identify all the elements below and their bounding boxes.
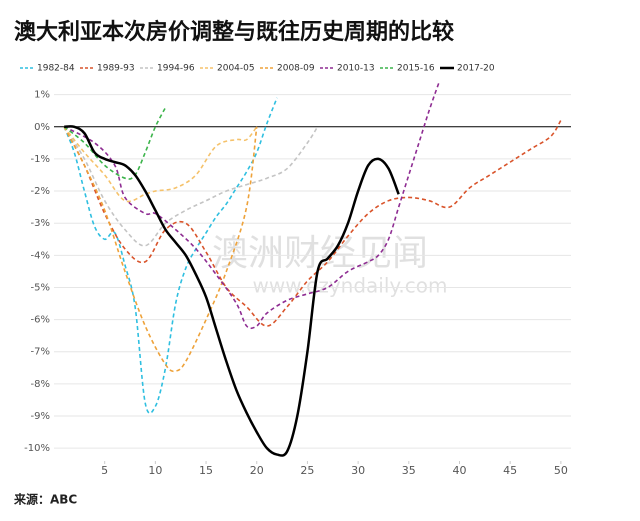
series-line: [63, 119, 562, 327]
legend-label: 2004-05: [217, 64, 255, 74]
watermark: 澳洲财经见闻: [212, 233, 428, 274]
y-tick-label: -4%: [31, 250, 50, 261]
series-line: [63, 107, 167, 180]
x-tick-label: 30: [351, 464, 365, 477]
source: 来源：ABC: [13, 492, 77, 507]
legend-label: 2015-16: [397, 64, 435, 74]
y-tick-label: -3%: [31, 218, 50, 229]
series-line: [63, 126, 319, 247]
x-tick-label: 35: [402, 464, 416, 477]
series-line: [63, 81, 440, 330]
watermark-url: www.ozyndaily.com: [253, 274, 448, 298]
x-tick-label: 40: [452, 464, 466, 477]
legend-label: 1989-93: [97, 64, 135, 74]
y-tick-label: -2%: [31, 186, 50, 197]
legend-label: 2017-20: [457, 64, 495, 74]
legend-label: 1994-96: [157, 64, 195, 74]
y-tick-label: -5%: [31, 282, 50, 293]
x-tick-label: 20: [250, 464, 264, 477]
y-tick-label: -7%: [31, 347, 50, 358]
series-line: [63, 126, 258, 203]
x-tick-label: 5: [101, 464, 108, 477]
x-tick-label: 50: [554, 464, 568, 477]
y-tick-label: -1%: [31, 154, 50, 165]
y-tick-label: -10%: [24, 443, 50, 454]
series-line: [64, 125, 400, 457]
series-line: [63, 126, 258, 373]
x-tick-label: 10: [148, 464, 162, 477]
y-tick-label: -8%: [31, 379, 50, 390]
y-tick-label: -6%: [31, 315, 50, 326]
x-tick-label: 25: [300, 464, 314, 477]
y-tick-label: 1%: [34, 90, 50, 101]
legend-label: 2008-09: [277, 64, 315, 74]
x-tick-label: 45: [503, 464, 517, 477]
series-line: [63, 97, 278, 414]
legend-label: 1982-84: [37, 64, 75, 74]
chart-title: 澳大利亚本次房价调整与既往历史周期的比较: [14, 19, 454, 45]
y-tick-label: 0%: [34, 122, 50, 133]
y-tick-label: -9%: [31, 411, 50, 422]
x-tick-label: 15: [199, 464, 213, 477]
legend-label: 2010-13: [337, 64, 375, 74]
